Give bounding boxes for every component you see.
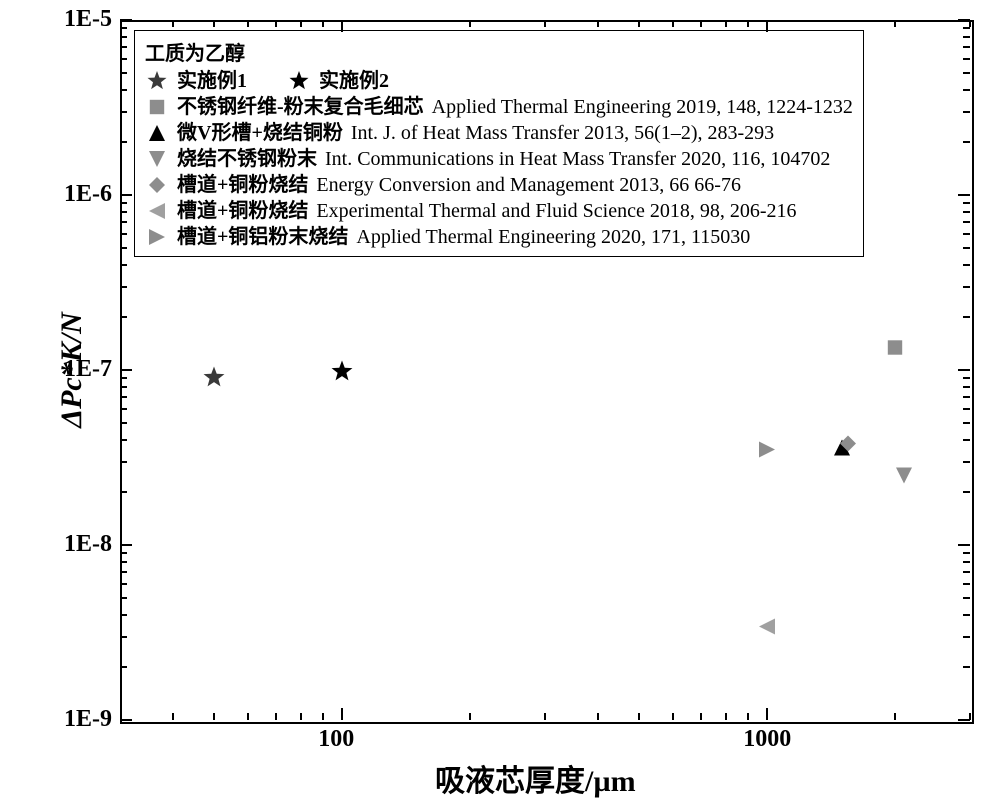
legend-ref: Experimental Thermal and Fluid Science 2… <box>316 198 796 224</box>
legend-ref: Energy Conversion and Management 2013, 6… <box>316 172 741 198</box>
square-icon <box>145 98 169 116</box>
data-point <box>331 360 353 387</box>
legend-label: 不锈钢纤维-粉末复合毛细芯 <box>177 94 424 120</box>
y-tick-label: 1E-7 <box>64 356 112 383</box>
x-tick-label: 100 <box>318 726 354 753</box>
diamond-icon <box>145 176 169 194</box>
triangle_right-icon <box>145 228 169 246</box>
data-point <box>839 434 857 457</box>
chart-container: ΔPc*K/N 吸液芯厚度/µm 工质为乙醇 实施例1实施例2不锈钢纤维-粉末复… <box>0 0 1000 802</box>
x-axis-label: 吸液芯厚度/µm <box>435 756 636 800</box>
triangle_left-icon <box>145 202 169 220</box>
star-icon <box>287 71 311 91</box>
legend-label: 实施例1 <box>177 68 247 94</box>
legend-ref: Int. Communications in Heat Mass Transfe… <box>325 146 830 172</box>
legend-row: 不锈钢纤维-粉末复合毛细芯 Applied Thermal Engineering… <box>145 94 853 120</box>
legend-label: 实施例2 <box>319 68 389 94</box>
legend-label: 槽道+铜粉烧结 <box>177 198 308 224</box>
triangle_up-icon <box>145 124 169 142</box>
legend-row: 槽道+铜粉烧结 Experimental Thermal and Fluid Sc… <box>145 198 853 224</box>
star-icon <box>145 71 169 91</box>
data-point <box>886 339 904 362</box>
legend-label: 微V形槽+烧结铜粉 <box>177 120 343 146</box>
legend-row: 烧结不锈钢粉末 Int. Communications in Heat Mass … <box>145 146 853 172</box>
legend-ref: Int. J. of Heat Mass Transfer 2013, 56(1… <box>351 120 774 146</box>
legend-row: 槽道+铜粉烧结 Energy Conversion and Management … <box>145 172 853 198</box>
legend-label: 槽道+铜铝粉末烧结 <box>177 224 348 250</box>
legend-title: 工质为乙醇 <box>145 37 853 66</box>
legend-label: 槽道+铜粉烧结 <box>177 172 308 198</box>
legend-row: 微V形槽+烧结铜粉 Int. J. of Heat Mass Transfer 2… <box>145 120 853 146</box>
y-tick-label: 1E-5 <box>64 6 112 33</box>
legend-ref: Applied Thermal Engineering 2019, 148, 1… <box>432 94 853 120</box>
x-tick-label: 1000 <box>743 726 791 753</box>
legend-box: 工质为乙醇 实施例1 实施例2不锈钢纤维-粉末复合毛细芯 Applied Therm… <box>134 30 864 257</box>
y-tick-label: 1E-8 <box>64 531 112 558</box>
legend-ref: Applied Thermal Engineering 2020, 171, 1… <box>356 224 750 250</box>
y-tick-label: 1E-9 <box>64 706 112 733</box>
legend-rows: 实施例1 实施例2不锈钢纤维-粉末复合毛细芯 Applied Thermal Eng… <box>145 68 853 250</box>
data-point <box>758 440 776 463</box>
data-point <box>203 366 225 393</box>
triangle_down-icon <box>145 150 169 168</box>
legend-row: 槽道+铜铝粉末烧结 Applied Thermal Engineering 202… <box>145 224 853 250</box>
data-point <box>895 467 913 490</box>
data-point <box>758 618 776 641</box>
legend-label: 烧结不锈钢粉末 <box>177 146 317 172</box>
legend-row: 实施例1 实施例2 <box>145 68 853 94</box>
y-tick-label: 1E-6 <box>64 181 112 208</box>
